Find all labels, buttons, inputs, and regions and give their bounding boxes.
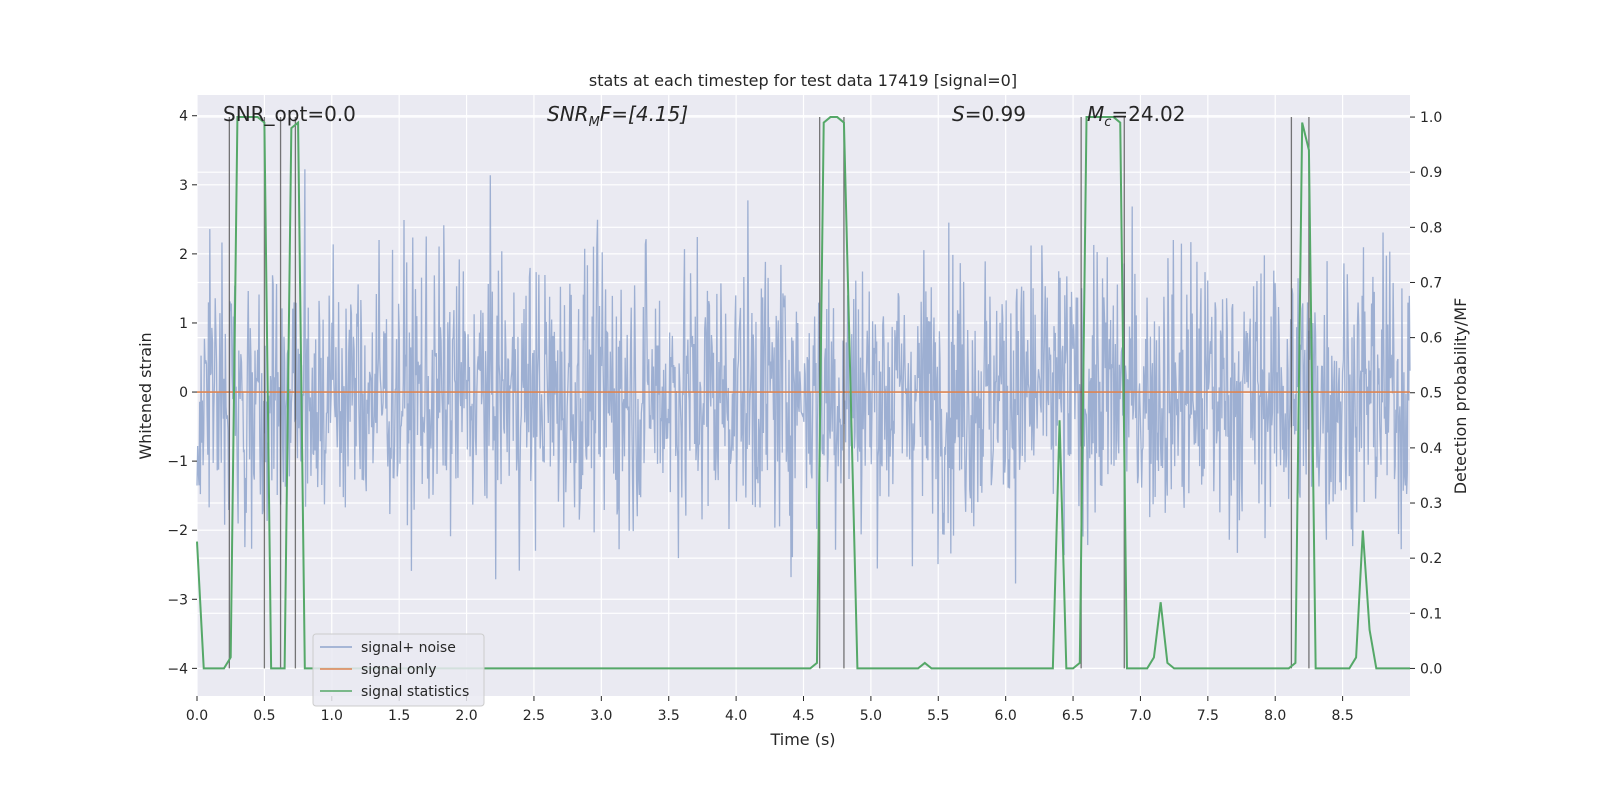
- y-tick-label: −1: [167, 454, 188, 470]
- signal-statistics-series: [196, 116, 1410, 670]
- x-axis-ticks: 0.0 0.5 1.0 1.5 2.0 2.5 3.0 3.5 4.0 4.5 5.0 5.5 6.0 6…: [186, 696, 1354, 724]
- y-right-tick-label: 0.4: [1420, 441, 1442, 457]
- annotation-snr-opt: SNR_opt=0.0: [223, 102, 356, 126]
- x-axis-title: Time (s): [769, 730, 835, 749]
- mc-rest: =24.02: [1111, 102, 1185, 126]
- y-right-tick-label: 1.0: [1420, 110, 1442, 126]
- x-tick-label: 2.5: [523, 708, 545, 724]
- x-tick-label: 8.5: [1331, 708, 1353, 724]
- x-tick-label: 6.0: [995, 708, 1017, 724]
- y-right-tick-label: 0.9: [1420, 165, 1442, 181]
- mc-sub: c: [1104, 115, 1111, 130]
- annotation-mc: Mc=24.02: [1087, 102, 1185, 130]
- y-tick-label: 1: [179, 316, 188, 332]
- snr-mf-base: SNR: [547, 102, 589, 126]
- y-right-tick-label: 0.7: [1420, 275, 1442, 291]
- legend-box: [312, 633, 485, 707]
- chart-title: stats at each timestep for test data 174…: [589, 71, 1017, 90]
- snr-mf-sub: M: [589, 115, 600, 130]
- x-tick-label: 2.0: [455, 708, 477, 724]
- legend: signal+ noise signal only signal statist…: [312, 633, 485, 707]
- y-right-tick-label: 0.5: [1420, 386, 1442, 402]
- annotation-snr-mf: SNRMF=[4.15]: [547, 102, 688, 130]
- y-right-tick-label: 0.8: [1420, 220, 1442, 236]
- x-tick-label: 3.0: [590, 708, 612, 724]
- x-tick-label: 1.5: [388, 708, 410, 724]
- s-label: S: [952, 102, 965, 126]
- x-tick-label: 4.0: [725, 708, 747, 724]
- y-right-tick-label: 0.0: [1420, 661, 1442, 677]
- x-tick-label: 7.0: [1129, 708, 1151, 724]
- y-right-tick-label: 0.1: [1420, 606, 1442, 622]
- legend-label-signal-noise: signal+ noise: [361, 640, 456, 656]
- annotation-s: S=0.99: [952, 102, 1026, 126]
- y-axis-ticks: −4 −3 −2 −1 0 1 2 3 4: [167, 109, 197, 677]
- y-right-tick-label: 0.6: [1420, 331, 1442, 347]
- signal-noise-line: [196, 169, 1411, 584]
- legend-label-signal-statistics: signal statistics: [361, 684, 469, 700]
- s-rest: =0.99: [965, 102, 1026, 126]
- y-right-tick-label: 0.2: [1420, 551, 1442, 567]
- y-axis-right-title: Detection probability/MF: [1451, 298, 1470, 495]
- y-tick-label: −4: [167, 661, 188, 677]
- y-right-tick-label: 0.3: [1420, 496, 1442, 512]
- y-tick-label: −3: [167, 592, 188, 608]
- legend-label-signal-only: signal only: [361, 662, 436, 678]
- signal-statistics-line: [196, 116, 1410, 670]
- x-tick-label: 7.5: [1197, 708, 1219, 724]
- x-tick-label: 0.5: [253, 708, 275, 724]
- y-tick-label: −2: [167, 523, 188, 539]
- y-tick-label: 2: [179, 247, 188, 263]
- x-tick-label: 8.0: [1264, 708, 1286, 724]
- signal-noise-series: [196, 169, 1411, 584]
- y-tick-label: 4: [179, 109, 188, 125]
- y-tick-label: 3: [179, 178, 188, 194]
- y-axis-right-ticks: 0.0 0.1 0.2 0.3 0.4 0.5 0.6 0.7 0.8 0.9 1.0: [1410, 110, 1442, 677]
- x-tick-label: 5.5: [927, 708, 949, 724]
- x-tick-label: 0.0: [186, 708, 208, 724]
- y-tick-label: 0: [179, 385, 188, 401]
- y-axis-title: Whitened strain: [136, 332, 155, 459]
- x-tick-label: 5.0: [860, 708, 882, 724]
- snr-mf-rest: F=[4.15]: [600, 102, 688, 126]
- mc-label: M: [1087, 102, 1104, 126]
- x-tick-label: 1.0: [321, 708, 343, 724]
- x-tick-label: 3.5: [658, 708, 680, 724]
- x-tick-label: 6.5: [1062, 708, 1084, 724]
- x-tick-label: 4.5: [792, 708, 814, 724]
